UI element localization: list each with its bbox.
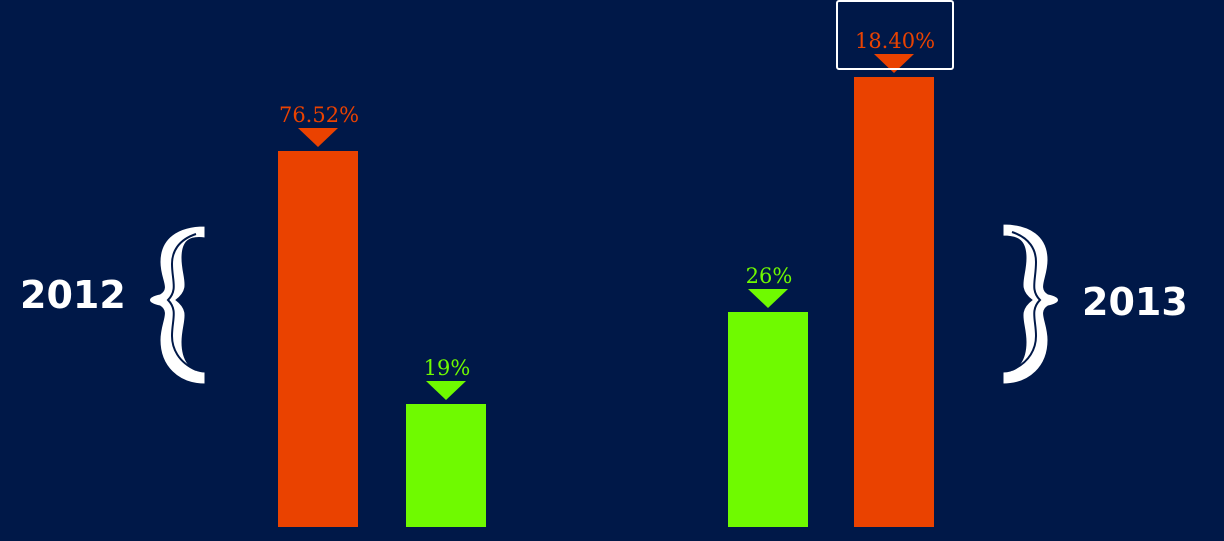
left-brace-icon <box>149 225 206 385</box>
bar-2013-2 <box>854 77 934 527</box>
right-brace-icon <box>1002 223 1059 385</box>
data-label-2012-1: 76.52% <box>279 103 359 127</box>
pointer-triangle-icon <box>426 381 466 400</box>
data-label-2013-1: 26% <box>746 264 793 288</box>
data-label-2012-2: 19% <box>424 356 471 380</box>
pointer-triangle-icon <box>748 289 788 308</box>
highlight-box <box>836 0 954 70</box>
year-label-2012: 2012 <box>20 273 126 317</box>
bars-layer: 76.52% 19% 26% 18.40% <box>278 0 954 527</box>
pointer-triangle-icon <box>874 54 914 73</box>
bar-2012-2 <box>406 404 486 527</box>
data-label-2013-2: 18.40% <box>855 29 935 53</box>
year-label-2013: 2013 <box>1082 280 1188 324</box>
bar-2013-1 <box>728 312 808 527</box>
bar-2012-1 <box>278 151 358 527</box>
pointer-triangle-icon <box>298 128 338 147</box>
